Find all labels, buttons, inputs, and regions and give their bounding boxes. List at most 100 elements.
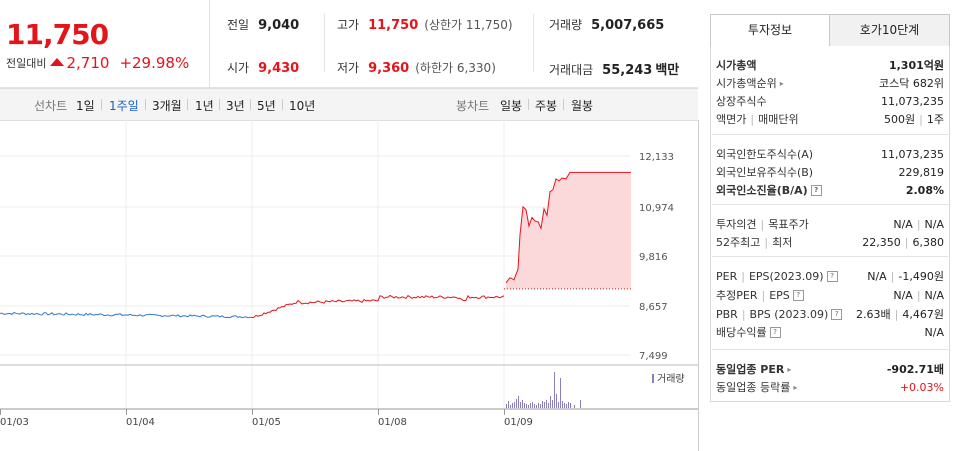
prev-close-label: 전일 [227, 18, 250, 32]
investment-info-panel: 투자정보 호가10단계 시가총액 1,301억원 시가총액순위 ▸ 코스닥 682위 상장… [710, 14, 950, 404]
period-5y[interactable]: 5년 [257, 99, 276, 113]
info-key: 상장주식수 [716, 93, 767, 109]
divider [282, 99, 283, 110]
volume-bar [526, 404, 527, 408]
info-row[interactable]: 외국인소진율(B/A)? 2.08% [716, 181, 944, 199]
y-tick: 9,816 [639, 252, 668, 263]
divider [101, 99, 102, 110]
info-value: 2.08% [906, 184, 944, 197]
up-arrow-icon [50, 58, 65, 66]
chart-canvas: 12,133 10,974 9,816 8,657 7,499 거래량 01/0… [0, 120, 698, 428]
info-row[interactable]: PBR | BPS (2023.09)? 2.63배 | 4,467원 [716, 305, 944, 323]
price-line-below-ref [0, 311, 253, 319]
divider [324, 14, 325, 72]
chevron-right-icon[interactable]: ▸ [779, 78, 784, 88]
help-icon[interactable]: ? [810, 184, 822, 196]
period-3m[interactable]: 3개월 [152, 99, 182, 113]
info-row: 상장주식수 11,073,235 [716, 92, 944, 110]
divider: | [919, 113, 923, 126]
info-value: 코스닥 682위 [879, 75, 944, 91]
info-row[interactable]: PER | EPS(2023.09)? N/A | -1,490원 [716, 267, 944, 285]
info-key: 외국인한도주식수(A) [716, 146, 813, 162]
tab-investment-info[interactable]: 투자정보 [710, 14, 830, 46]
x-tick: 01/05 [252, 417, 281, 428]
info-value: 22,350 | 6,380 [862, 236, 944, 249]
info-row: 시가총액 1,301억원 [716, 56, 944, 74]
info-value-2: N/A [924, 217, 944, 231]
help-icon[interactable]: ? [792, 289, 804, 301]
period-1d[interactable]: 1일 [76, 99, 95, 113]
open-price: 시가 9,430 [227, 59, 299, 76]
volume-bar [522, 400, 523, 408]
divider [528, 99, 529, 110]
volume-bar [534, 404, 535, 408]
chevron-right-icon[interactable]: ▸ [787, 364, 792, 374]
info-key-label: 상장주식수 [716, 95, 767, 108]
info-row[interactable]: 추정PER | EPS? N/A | N/A [716, 286, 944, 304]
info-value-1: 2.63배 [856, 308, 891, 321]
high-label: 고가 [337, 18, 360, 32]
info-row: 외국인보유주식수(B) 229,819 [716, 163, 944, 181]
period-1w[interactable]: 1주일 [109, 99, 139, 113]
trade-value-label: 거래대금 [549, 63, 594, 77]
info-key-label: PER [716, 269, 738, 283]
info-value: 11,073,235 [881, 148, 944, 161]
price-chart[interactable]: 12,133 10,974 9,816 8,657 7,499 거래량 01/0… [0, 120, 699, 451]
volume-bar [550, 396, 551, 408]
volume: 거래량 5,007,665 [549, 16, 664, 33]
low-value: 9,360 [368, 61, 410, 76]
change-row: 전일대비 2,710 +29.98% [6, 54, 189, 72]
help-icon[interactable]: ? [831, 308, 843, 320]
divider: | [894, 308, 899, 321]
period-3y[interactable]: 3년 [226, 99, 245, 113]
candle-weekly[interactable]: 주봉 [535, 99, 558, 113]
y-tick: 7,499 [639, 351, 668, 362]
info-value-1: 11,073,235 [881, 147, 944, 161]
info-row[interactable]: 동일업종 등락률 ▸ +0.03% [716, 378, 944, 396]
volume-bar [524, 403, 525, 408]
volume-bar [514, 402, 515, 408]
period-1y[interactable]: 1년 [195, 99, 214, 113]
volume-bar [532, 402, 533, 408]
info-key: 동일업종 등락률 ▸ [716, 379, 797, 395]
chevron-right-icon[interactable]: ▸ [793, 382, 798, 392]
volume-bar [530, 403, 531, 408]
info-key-label-2: 매매단위 [758, 113, 799, 126]
info-key-label: 투자의견 [716, 218, 757, 231]
period-10y[interactable]: 10년 [289, 99, 316, 113]
info-value-1: 코스닥 682위 [879, 77, 944, 90]
volume-bar [562, 401, 563, 408]
price-summary: 전일 9,040 고가 11,750 (상한가 11,750) 거래량 5,00… [210, 0, 698, 88]
info-row[interactable]: 시가총액순위 ▸ 코스닥 682위 [716, 74, 944, 92]
info-key-label: 시가총액순위 [716, 77, 777, 90]
info-key: 시가총액순위 ▸ [716, 75, 784, 91]
divider: | [904, 235, 909, 249]
volume-bar [548, 403, 549, 408]
divider [712, 204, 948, 205]
info-value-1: 2.08% [905, 183, 944, 197]
candle-monthly[interactable]: 월봉 [571, 99, 594, 113]
x-tick: 01/08 [378, 417, 407, 428]
lower-limit: (하한가 6,330) [415, 61, 496, 75]
info-value-2: N/A [924, 288, 944, 302]
info-value: 500원 | 1주 [884, 111, 944, 127]
divider: | [890, 270, 895, 283]
divider [533, 14, 534, 72]
info-row[interactable]: 배당수익률? N/A [716, 323, 944, 341]
candle-daily[interactable]: 일봉 [500, 99, 523, 113]
info-value: N/A | N/A [893, 289, 944, 302]
info-key: 추정PER | EPS? [716, 287, 804, 303]
info-row[interactable]: 동일업종 PER ▸ -902.71배 [716, 360, 944, 378]
volume-bar [542, 401, 543, 408]
help-icon[interactable]: ? [826, 270, 838, 282]
info-value-1: 11,073,235 [881, 94, 944, 108]
tab-order-book[interactable]: 호가10단계 [829, 14, 950, 47]
volume-bar [556, 394, 557, 408]
volume-bar [566, 404, 567, 408]
info-key-label: 외국인한도주식수(A) [716, 148, 814, 161]
info-key-label: 외국인소진율(B/A) [716, 184, 808, 197]
help-icon[interactable]: ? [769, 326, 781, 338]
info-value-1: 229,819 [898, 165, 945, 179]
open-label: 시가 [227, 61, 250, 75]
x-tick: 01/09 [504, 417, 533, 428]
